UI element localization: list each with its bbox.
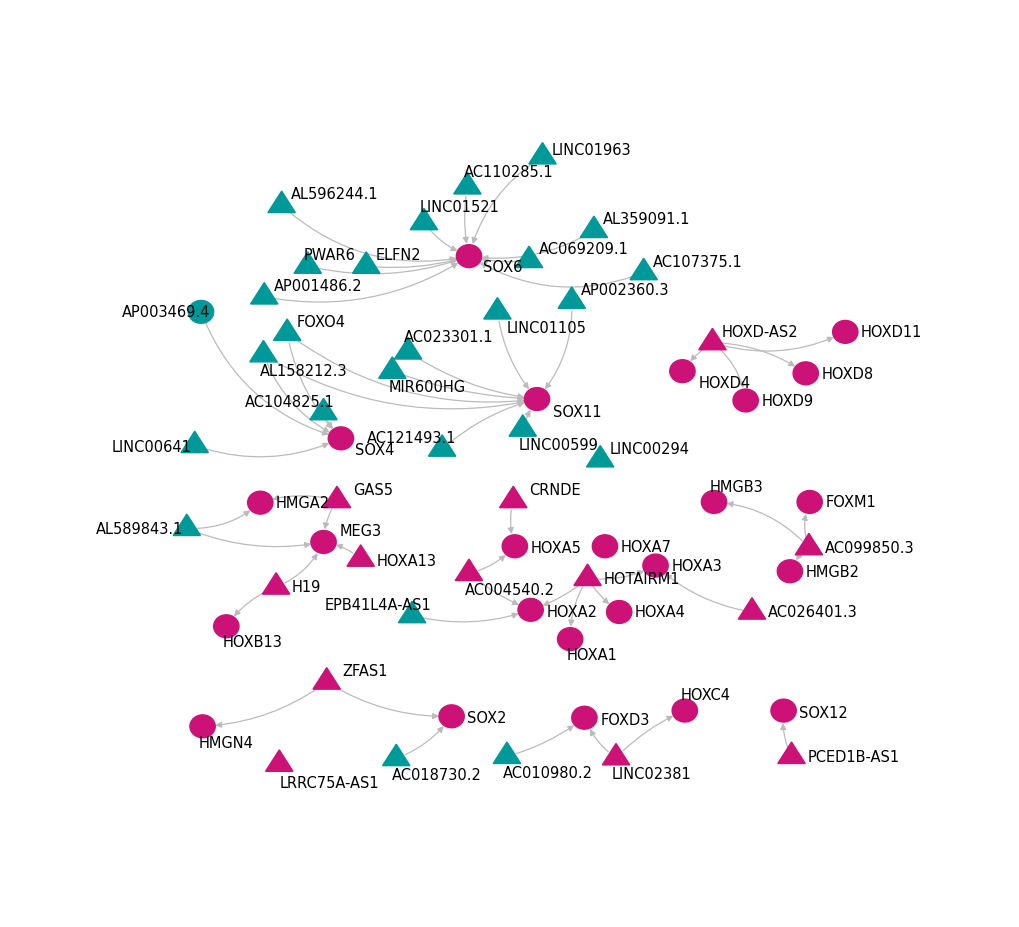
Text: MIR600HG: MIR600HG: [388, 380, 465, 395]
Text: HOXA7: HOXA7: [621, 540, 672, 554]
Text: AC018730.2: AC018730.2: [392, 767, 482, 781]
Circle shape: [455, 246, 481, 268]
Text: HMGB3: HMGB3: [709, 479, 763, 494]
Circle shape: [733, 389, 757, 413]
Text: AC004540.2: AC004540.2: [465, 582, 554, 597]
Text: SOX12: SOX12: [799, 705, 848, 719]
Circle shape: [592, 535, 618, 558]
Text: HOXD11: HOXD11: [860, 325, 921, 340]
Text: ZFAS1: ZFAS1: [342, 664, 387, 679]
Text: AC099850.3: AC099850.3: [824, 540, 913, 555]
Text: HOXA5: HOXA5: [530, 540, 581, 555]
Circle shape: [248, 491, 273, 514]
Text: AC104825.1: AC104825.1: [245, 394, 334, 409]
Text: AC026401.3: AC026401.3: [767, 604, 857, 620]
Text: HOXA2: HOXA2: [546, 604, 597, 619]
Circle shape: [793, 362, 817, 386]
Text: LINC00641: LINC00641: [112, 440, 192, 455]
Circle shape: [189, 301, 213, 324]
Circle shape: [328, 427, 354, 451]
Text: HOXA1: HOXA1: [566, 648, 616, 663]
Text: HOXD4: HOXD4: [698, 375, 750, 390]
Text: LINC00294: LINC00294: [609, 441, 689, 456]
Text: H19: H19: [291, 580, 321, 595]
Text: LINC01521: LINC01521: [420, 200, 499, 215]
Text: AL589843.1: AL589843.1: [96, 521, 183, 537]
Text: SOX2: SOX2: [467, 710, 506, 726]
Text: LINC01963: LINC01963: [551, 143, 631, 158]
Text: HOXD9: HOXD9: [761, 394, 813, 409]
Text: AC110285.1: AC110285.1: [463, 164, 552, 180]
Text: AC107375.1: AC107375.1: [652, 254, 742, 270]
Text: SOX6: SOX6: [483, 260, 522, 274]
Circle shape: [518, 599, 543, 622]
Text: AP001486.2: AP001486.2: [273, 279, 362, 294]
Text: AL596244.1: AL596244.1: [290, 187, 378, 202]
Text: HOXD-AS2: HOXD-AS2: [721, 324, 798, 339]
Circle shape: [501, 535, 527, 558]
Text: LINC02381: LINC02381: [611, 766, 691, 781]
Text: GAS5: GAS5: [353, 482, 392, 497]
Circle shape: [776, 560, 802, 583]
Text: FOXD3: FOXD3: [599, 712, 649, 727]
Text: SOX11: SOX11: [552, 405, 601, 420]
Circle shape: [213, 616, 238, 638]
Circle shape: [557, 628, 582, 651]
Circle shape: [438, 705, 464, 728]
Text: PWAR6: PWAR6: [304, 248, 356, 263]
Circle shape: [311, 531, 336, 553]
Text: HOXB13: HOXB13: [222, 635, 282, 650]
Text: AC121493.1: AC121493.1: [367, 431, 457, 446]
Circle shape: [669, 361, 694, 383]
Text: FOXM1: FOXM1: [824, 495, 875, 510]
Text: FOXO4: FOXO4: [297, 315, 345, 330]
Text: HOXA4: HOXA4: [635, 604, 685, 620]
Circle shape: [770, 699, 796, 722]
Text: SOX4: SOX4: [355, 443, 394, 458]
Circle shape: [524, 388, 549, 411]
Text: LINC01105: LINC01105: [506, 321, 586, 336]
Text: HOXD8: HOXD8: [820, 366, 873, 381]
Text: AC010980.2: AC010980.2: [502, 765, 592, 780]
Circle shape: [572, 706, 596, 730]
Circle shape: [701, 491, 726, 514]
Circle shape: [832, 321, 857, 344]
Text: ELFN2: ELFN2: [375, 248, 421, 263]
Text: LRRC75A-AS1: LRRC75A-AS1: [279, 775, 378, 790]
Text: AC023301.1: AC023301.1: [404, 329, 493, 344]
Text: AC069209.1: AC069209.1: [538, 242, 628, 257]
Text: MEG3: MEG3: [339, 524, 381, 539]
Text: HMGA2: HMGA2: [276, 496, 330, 511]
Text: PCED1B-AS1: PCED1B-AS1: [807, 749, 899, 764]
Circle shape: [672, 699, 697, 722]
Text: AP003469.4: AP003469.4: [122, 305, 210, 320]
Circle shape: [606, 601, 631, 624]
Text: AL158212.3: AL158212.3: [259, 363, 346, 378]
Text: CRNDE: CRNDE: [529, 482, 580, 497]
Text: AP002360.3: AP002360.3: [581, 283, 669, 298]
Text: HOXA3: HOXA3: [671, 558, 721, 574]
Text: HMGB2: HMGB2: [805, 565, 859, 579]
Text: HOXC4: HOXC4: [681, 688, 731, 703]
Circle shape: [642, 554, 667, 578]
Text: HOXA13: HOXA13: [376, 553, 436, 568]
Text: HMGN4: HMGN4: [199, 735, 254, 750]
Text: HOTAIRM1: HOTAIRM1: [603, 571, 680, 586]
Text: LINC00599: LINC00599: [519, 438, 598, 452]
Text: EPB41L4A-AS1: EPB41L4A-AS1: [325, 597, 431, 612]
Text: AL359091.1: AL359091.1: [603, 212, 690, 227]
Circle shape: [190, 715, 215, 738]
Circle shape: [796, 491, 821, 514]
